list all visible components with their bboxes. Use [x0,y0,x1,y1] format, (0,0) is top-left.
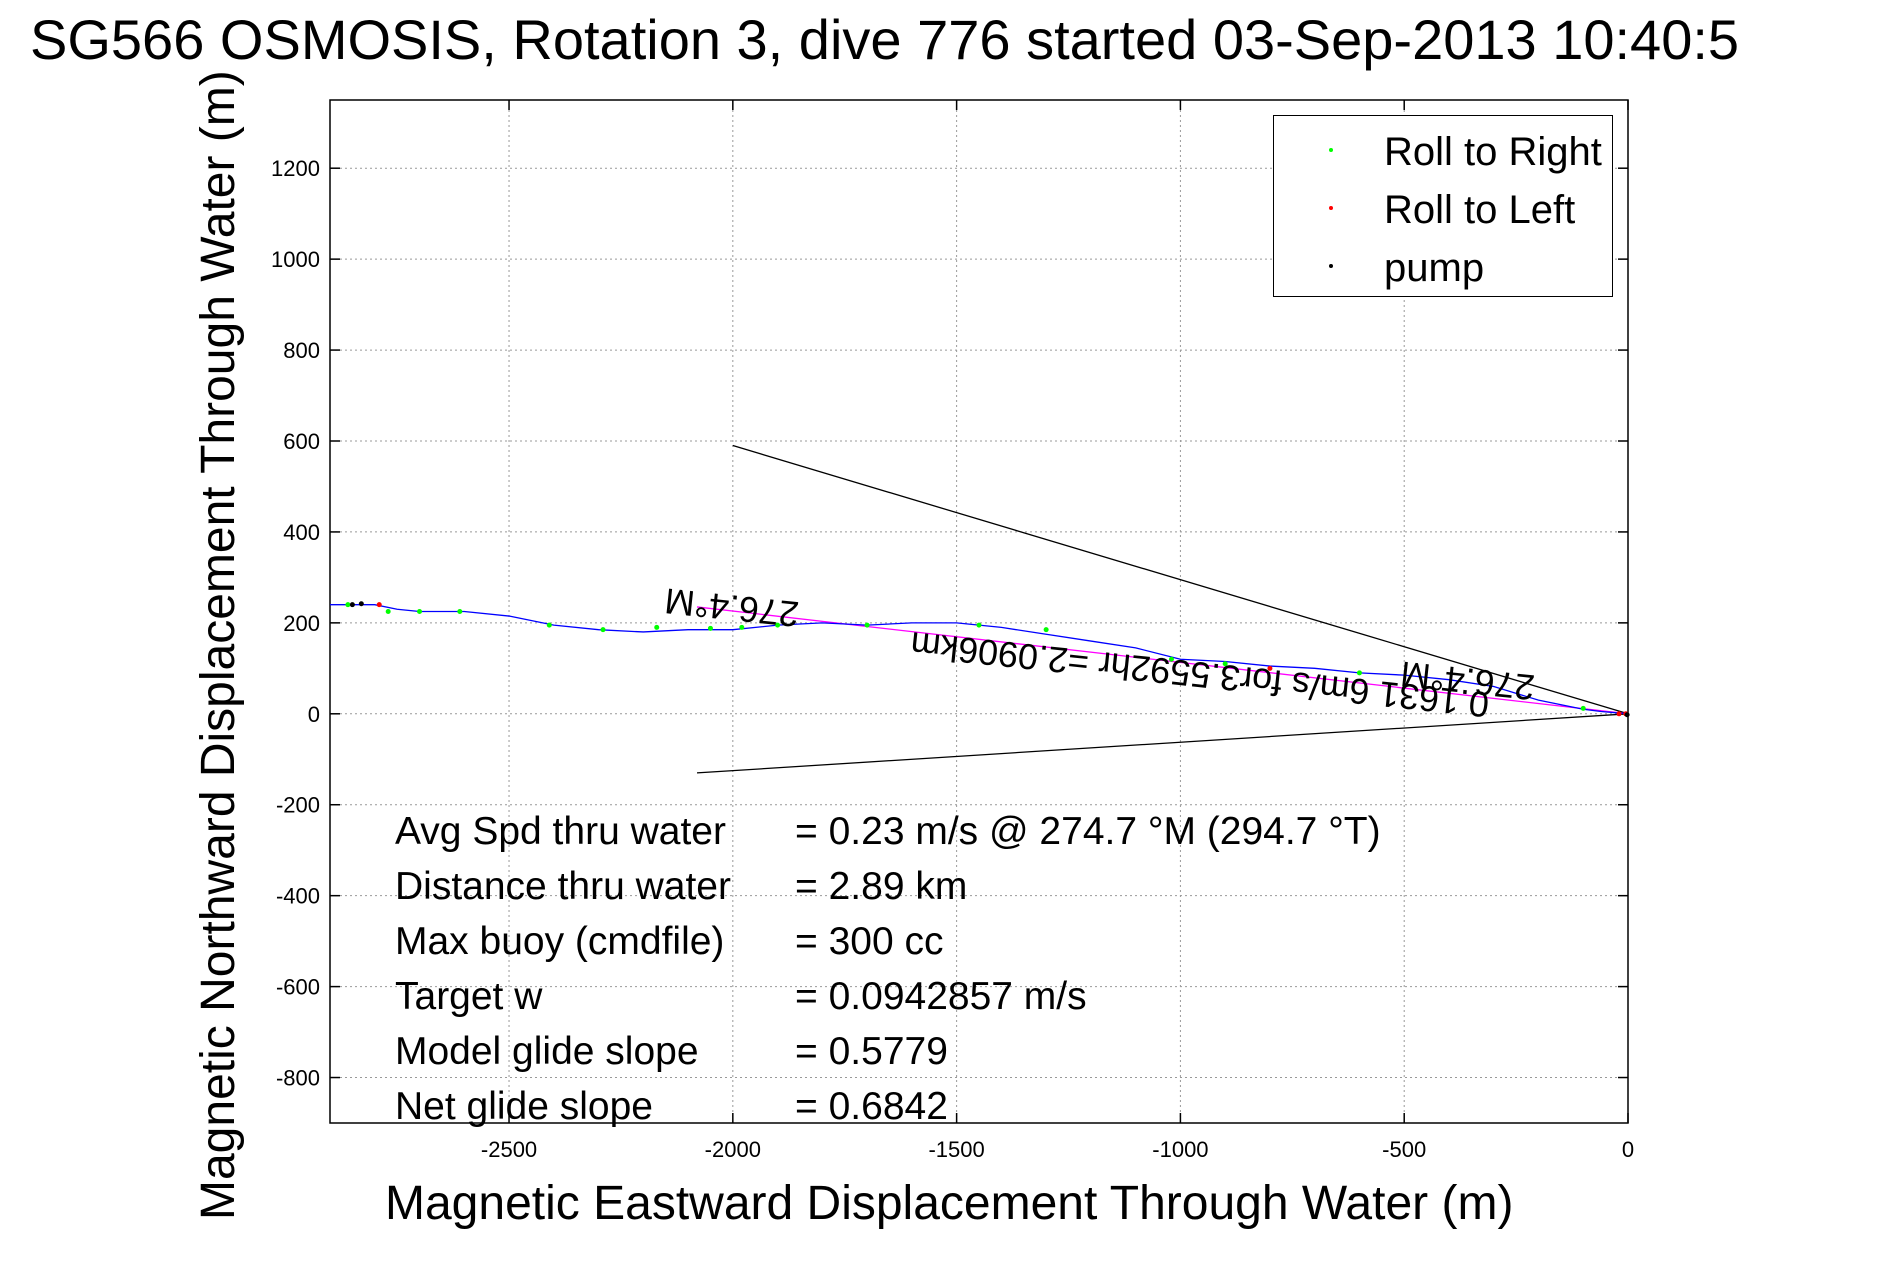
y-tick-label: -800 [276,1066,320,1091]
roll-to-right-point [417,609,423,614]
stat-value: = 0.0942857 m/s [795,975,1087,1018]
roll-right-marker [1329,148,1333,152]
roll-to-right-point [707,625,713,631]
legend-label: pump [1384,246,1485,290]
roll-to-right-point [864,622,870,628]
stat-label: Net glide slope [395,1085,653,1128]
roll-to-right-point [385,609,391,614]
roll-to-right-point [546,622,552,628]
y-tick-label: 1000 [271,247,320,272]
legend-item-pump: pump [1274,242,1612,292]
chart-title: SG566 OSMOSIS, Rotation 3, dive 776 star… [30,8,1740,71]
roll-to-right-point [976,622,982,628]
x-tick-label: -500 [1382,1137,1426,1162]
roll-to-right-point [345,602,351,608]
roll-to-right-point [600,627,606,633]
roll-to-right-point [457,609,463,614]
stat-label: Avg Spd thru water [395,810,726,853]
roll-to-right-point [739,624,745,630]
roll-to-left-point [1616,711,1622,717]
y-tick-label: 600 [283,429,320,454]
legend-label: Roll to Left [1384,188,1576,232]
pump-point [358,601,364,607]
y-axis-label: Magnetic Northward Displacement Through … [192,70,245,1220]
lower-bound-line [696,713,1629,774]
upper-bound-line [732,444,1629,715]
y-tick-label: 400 [283,520,320,545]
x-tick-label: -1000 [1152,1137,1208,1162]
stat-value: = 0.6842 [795,1085,948,1128]
x-axis-label: Magnetic Eastward Displacement Through W… [385,1177,1514,1230]
heading-annotation: 276.4°M [663,580,801,635]
legend: Roll to Right Roll to Left pump [1273,115,1613,297]
roll-to-right-point [1222,661,1228,667]
stat-label: Target w [395,975,543,1018]
y-tick-label: 0 [308,702,320,727]
stat-value: = 300 cc [795,920,944,963]
roll-to-right-point [1580,705,1586,711]
x-tick-label: -1500 [928,1137,984,1162]
roll-to-right-point [1168,656,1174,662]
legend-item-roll-left: Roll to Left [1274,184,1612,234]
track-line [330,604,1629,715]
legend-label: Roll to Right [1384,130,1602,174]
plot-frame [329,99,1629,1124]
stat-label: Distance thru water [395,865,731,908]
stat-value: = 2.89 km [795,865,968,908]
pump-point [349,602,355,608]
y-tick-label: 200 [283,611,320,636]
roll-to-left-point [376,602,382,608]
pump-point [1624,712,1630,718]
stat-value: = 0.23 m/s @ 274.7 °M (294.7 °T) [795,810,1381,853]
y-tick-label: -200 [276,793,320,818]
stat-label: Model glide slope [395,1030,699,1073]
roll-to-right-point [1356,670,1362,676]
roll-to-right-point [654,624,660,630]
pump-marker [1329,264,1333,268]
y-tick-label: 1200 [271,156,320,181]
roll-to-left-point [1267,665,1273,671]
y-tick-label: -400 [276,884,320,909]
roll-left-marker [1329,206,1333,210]
roll-to-right-point [775,622,781,628]
x-tick-label: -2500 [481,1137,537,1162]
x-tick-label: -2000 [705,1137,761,1162]
y-tick-label: -600 [276,975,320,1000]
roll-to-right-point [1043,627,1049,633]
y-tick-label: 800 [283,338,320,363]
stat-value: = 0.5779 [795,1030,948,1073]
x-tick-label: 0 [1622,1137,1634,1162]
legend-item-roll-right: Roll to Right [1274,126,1612,176]
stat-label: Max buoy (cmdfile) [395,920,725,963]
